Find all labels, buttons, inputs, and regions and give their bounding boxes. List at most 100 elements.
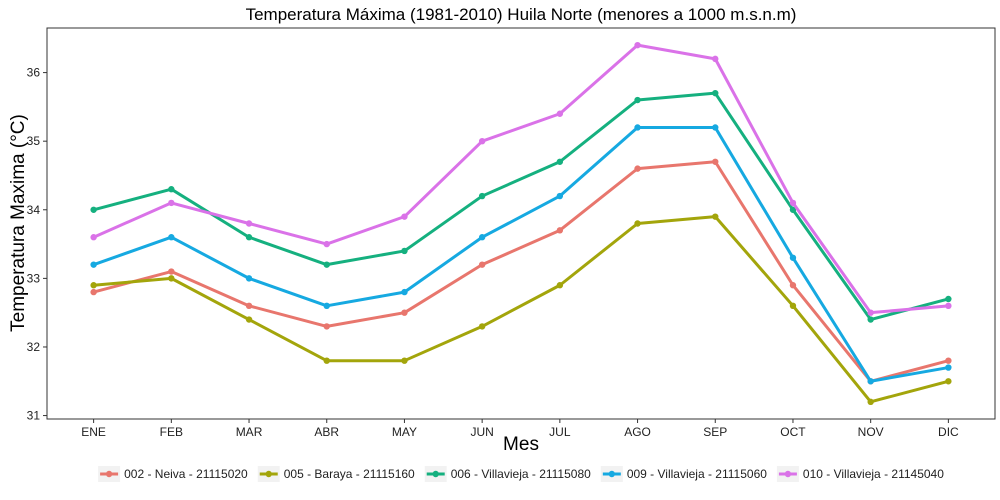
legend-label: 010 - Villavieja - 21145040 [803, 467, 944, 481]
x-tick-label: NOV [858, 425, 884, 439]
data-point [712, 213, 719, 220]
y-axis: 31 32 33 34 35 36 [27, 66, 47, 423]
data-point [478, 234, 486, 241]
y-tick-label: 33 [27, 271, 41, 285]
x-tick-label: MAY [392, 425, 417, 439]
data-point [556, 110, 564, 117]
series-line [93, 91, 949, 322]
x-tick-label: OCT [780, 425, 806, 439]
data-point [478, 192, 486, 200]
data-point [945, 357, 952, 364]
data-point [712, 158, 719, 165]
data-point [789, 302, 797, 310]
data-point [478, 137, 486, 145]
x-axis-title: Mes [503, 434, 539, 455]
data-point [789, 199, 797, 207]
data-point [168, 268, 175, 275]
x-tick-label: SEP [703, 425, 727, 439]
data-point [789, 254, 797, 261]
data-point [401, 288, 408, 296]
series-line [93, 125, 949, 383]
data-point [556, 158, 564, 165]
legend-label: 005 - Baraya - 21115160 [284, 467, 415, 481]
legend-item: 006 - Villavieja - 21115080 [424, 466, 591, 482]
legend-item: 005 - Baraya - 21115160 [257, 466, 415, 482]
x-axis: ENE FEB MAR ABR MAY JUN JUL AGO SEP OCT NOV DIC [81, 419, 959, 439]
data-point [867, 316, 874, 323]
data-point [323, 240, 330, 248]
data-point [712, 89, 719, 97]
data-point [789, 282, 797, 289]
data-point [323, 302, 330, 310]
series-line [93, 215, 949, 404]
data-point [945, 295, 952, 303]
data-point [90, 234, 97, 241]
x-tick-label: JUL [549, 425, 571, 439]
data-point [168, 186, 175, 193]
data-point [634, 220, 641, 227]
data-point [168, 199, 175, 207]
data-point [634, 41, 641, 49]
data-point [323, 323, 330, 330]
x-tick-label: ABR [314, 425, 339, 439]
legend-label: 002 - Neiva - 21115020 [124, 467, 248, 481]
data-point [245, 234, 253, 241]
y-tick-label: 32 [27, 340, 41, 354]
x-tick-label: AGO [624, 425, 651, 439]
data-point [712, 124, 719, 131]
series-line [93, 160, 949, 383]
legend-key-point [608, 470, 616, 478]
legend-item: 009 - Villavieja - 21115060 [600, 466, 767, 482]
data-point [945, 378, 952, 385]
data-point [168, 234, 175, 241]
legend-key-point [265, 470, 272, 478]
y-tick-label: 34 [27, 203, 41, 217]
data-point [867, 398, 874, 406]
series-group [90, 89, 952, 323]
data-point [712, 55, 719, 63]
data-point [556, 192, 564, 200]
data-point [867, 378, 874, 385]
series-group [90, 213, 952, 406]
series-group [90, 124, 952, 385]
data-point [401, 213, 408, 220]
data-point [323, 357, 330, 364]
data-point [245, 275, 253, 282]
data-point [634, 124, 641, 131]
legend-label: 006 - Villavieja - 21115080 [451, 467, 591, 481]
data-point [90, 282, 97, 289]
data-point [478, 323, 486, 330]
data-point [323, 261, 330, 268]
series-layer [90, 41, 952, 406]
data-point [556, 282, 564, 289]
data-point [245, 316, 253, 323]
data-point [945, 364, 952, 371]
legend-key-point [784, 470, 792, 478]
data-point [245, 302, 253, 310]
data-point [634, 96, 641, 104]
data-point [401, 357, 408, 364]
data-point [90, 288, 97, 296]
legend-item: 010 - Villavieja - 21145040 [776, 466, 944, 482]
y-tick-label: 35 [27, 134, 41, 148]
legend: 002 - Neiva - 21115020 005 - Baraya - 211… [98, 466, 944, 482]
y-axis-title: Temperatura Maxima (°C) [8, 114, 29, 332]
plot-area [46, 27, 996, 420]
data-point [90, 261, 97, 268]
data-point [634, 165, 641, 172]
data-point [478, 261, 486, 268]
series-group [90, 41, 952, 316]
data-point [168, 275, 175, 282]
data-point [401, 247, 408, 255]
data-point [90, 206, 97, 213]
series-line [93, 43, 949, 315]
x-tick-label: FEB [160, 425, 183, 439]
legend-key-point [105, 470, 113, 478]
x-tick-label: JUN [470, 425, 493, 439]
data-point [556, 227, 564, 234]
y-tick-label: 36 [27, 66, 41, 80]
legend-item: 002 - Neiva - 21115020 [98, 466, 248, 482]
x-tick-label: MAR [236, 425, 263, 439]
data-point [245, 220, 253, 227]
